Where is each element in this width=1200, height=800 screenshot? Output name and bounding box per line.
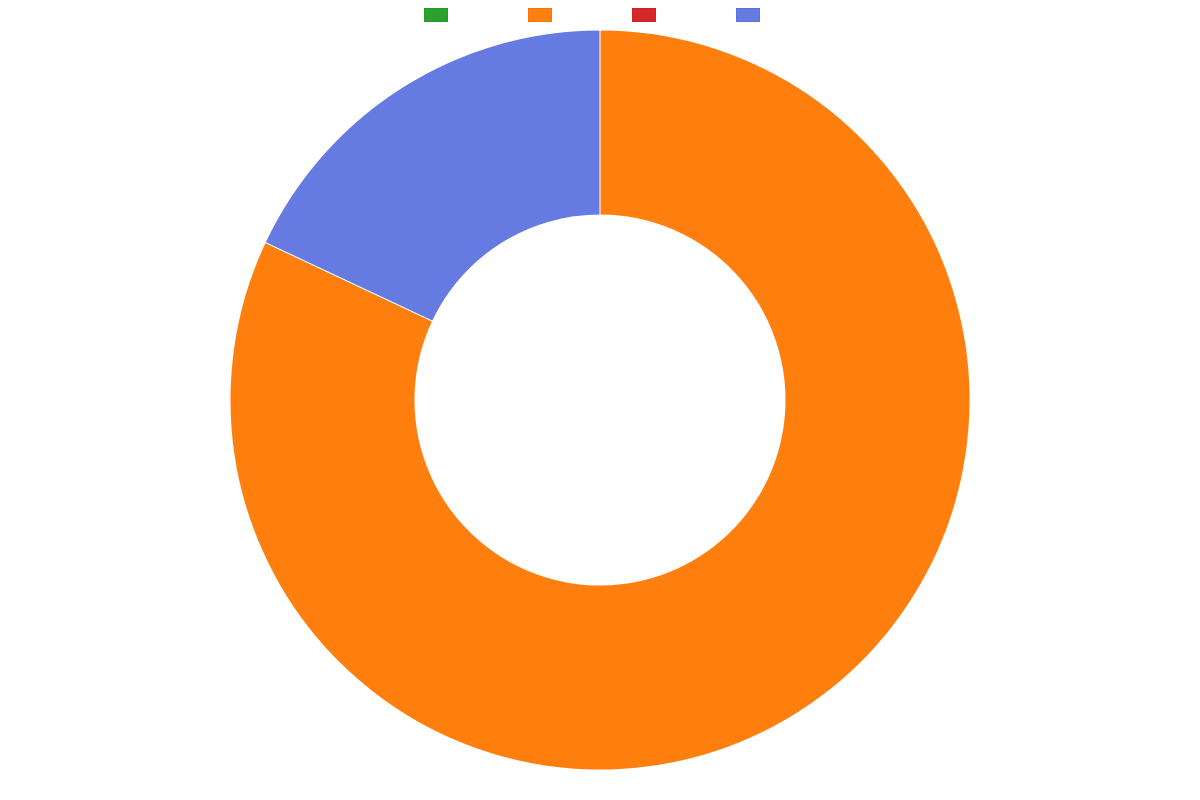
chart-canvas <box>0 0 1200 800</box>
donut-chart <box>220 20 980 780</box>
donut-svg <box>220 20 980 780</box>
